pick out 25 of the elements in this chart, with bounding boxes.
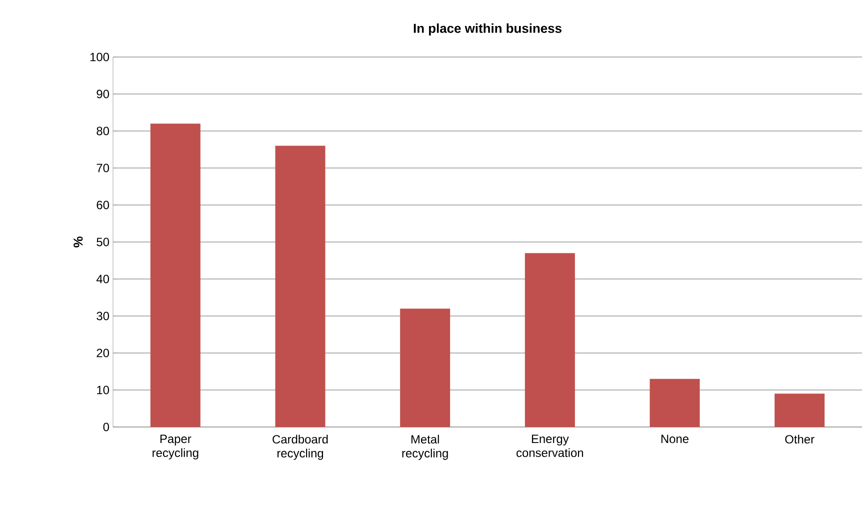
y-tick-label: 90 (96, 90, 110, 98)
chart-title: In place within business (414, 23, 562, 36)
y-tick-label: 50 (96, 238, 110, 246)
y-tick-label: 60 (96, 200, 110, 210)
y-tick-label: 20 (96, 348, 110, 358)
bar (774, 394, 825, 427)
x-tick-label: Cardboard recycling (272, 434, 328, 460)
bar (650, 378, 700, 427)
y-tick-label: 0 (103, 422, 110, 432)
y-tick-label: 70 (96, 164, 110, 172)
y-tick-label: 80 (96, 126, 110, 136)
y-tick-label: 100 (90, 52, 110, 62)
x-tick-label: Paper recycling (152, 434, 198, 460)
x-tick-label: Energy conservation (516, 434, 584, 458)
x-tick-label: None (661, 434, 688, 444)
y-tick-label: 30 (96, 312, 110, 320)
bar (524, 253, 575, 427)
y-tick-label: 40 (96, 274, 110, 284)
y-axis-title: % (74, 236, 83, 248)
bar (400, 308, 450, 427)
y-tick-label: 10 (97, 386, 110, 394)
x-tick-label: Other (785, 434, 814, 444)
bar (275, 146, 326, 427)
bar (150, 124, 200, 427)
x-tick-label: Metal recycling (402, 434, 448, 460)
